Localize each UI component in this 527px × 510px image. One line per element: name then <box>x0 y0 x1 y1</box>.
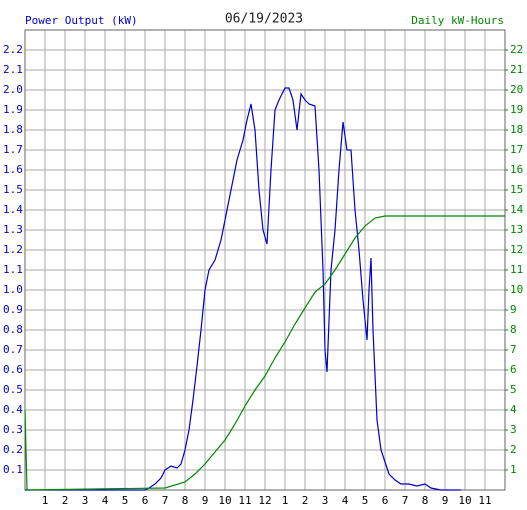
y2-tick-label: 5 <box>510 383 517 396</box>
y-tick-label: 0.8 <box>3 323 23 336</box>
y2-tick-label: 13 <box>510 223 523 236</box>
y-axis-label: Power Output (kW) <box>25 14 138 27</box>
x-tick-label: 11 <box>238 494 251 507</box>
y-tick-label: 2.1 <box>3 63 23 76</box>
y2-tick-label: 15 <box>510 183 523 196</box>
y2-axis-label: Daily kW-Hours <box>411 14 504 27</box>
x-tick-label: 5 <box>362 494 369 507</box>
y-tick-label: 0.2 <box>3 443 23 456</box>
series-line <box>24 215 505 491</box>
y2-tick-label: 14 <box>510 203 524 216</box>
y-tick-label: 1.0 <box>3 283 23 296</box>
y2-tick-label: 1 <box>510 463 517 476</box>
y2-tick-label: 8 <box>510 323 517 336</box>
y2-tick-label: 18 <box>510 123 523 136</box>
y-tick-label: 2.2 <box>3 43 23 56</box>
x-tick-label: 8 <box>422 494 429 507</box>
x-tick-label: 1 <box>42 494 49 507</box>
y-tick-label: 1.1 <box>3 263 23 276</box>
plot-frame <box>24 29 506 491</box>
y-tick-label: 1.8 <box>3 123 23 136</box>
y-tick-label: 1.3 <box>3 223 23 236</box>
y2-tick-label: 2 <box>510 443 517 456</box>
y2-tick-label: 19 <box>510 103 523 116</box>
y-tick-label: 1.2 <box>3 243 23 256</box>
y2-tick-label: 21 <box>510 63 523 76</box>
y-tick-label: 0.4 <box>3 403 23 416</box>
y2-tick-label: 3 <box>510 423 517 436</box>
y-tick-label: 0.1 <box>3 463 23 476</box>
y-tick-label: 1.4 <box>3 203 23 216</box>
x-tick-label: 10 <box>218 494 231 507</box>
y2-tick-label: 20 <box>510 83 523 96</box>
x-tick-label: 2 <box>302 494 309 507</box>
x-tick-label: 9 <box>202 494 209 507</box>
y2-tick-label: 16 <box>510 163 523 176</box>
x-tick-label: 7 <box>402 494 409 507</box>
y2-tick-label: 6 <box>510 363 517 376</box>
y-tick-label: 1.5 <box>3 183 23 196</box>
x-tick-label: 3 <box>322 494 329 507</box>
x-tick-label: 4 <box>102 494 109 507</box>
x-tick-label: 6 <box>142 494 149 507</box>
y-tick-label: 0.9 <box>3 303 23 316</box>
x-tick-label: 9 <box>442 494 449 507</box>
x-tick-label: 5 <box>122 494 129 507</box>
y-tick-label: 0.7 <box>3 343 23 356</box>
series-line <box>25 87 461 491</box>
x-tick-label: 6 <box>382 494 389 507</box>
y2-tick-label: 7 <box>510 343 517 356</box>
y2-tick-label: 9 <box>510 303 517 316</box>
y2-tick-label: 17 <box>510 143 523 156</box>
y2-tick-label: 22 <box>510 43 523 56</box>
y-tick-label: 1.7 <box>3 143 23 156</box>
y2-tick-label: 10 <box>510 283 523 296</box>
x-tick-label: 7 <box>162 494 169 507</box>
y-tick-label: 0.3 <box>3 423 23 436</box>
chart-title: 06/19/2023 <box>225 12 303 27</box>
y-tick-label: 1.9 <box>3 103 23 116</box>
y-tick-label: 1.6 <box>3 163 23 176</box>
x-tick-label: 1 <box>282 494 289 507</box>
x-tick-label: 2 <box>62 494 69 507</box>
x-tick-label: 8 <box>182 494 189 507</box>
y-tick-label: 0.5 <box>3 383 23 396</box>
x-tick-label: 4 <box>342 494 349 507</box>
x-tick-label: 11 <box>478 494 491 507</box>
x-tick-label: 12 <box>258 494 271 507</box>
x-tick-label: 10 <box>458 494 471 507</box>
y2-tick-label: 11 <box>510 263 523 276</box>
y2-tick-label: 12 <box>510 243 523 256</box>
y-tick-label: 2.0 <box>3 83 23 96</box>
x-tick-label: 3 <box>82 494 89 507</box>
y-tick-label: 0.6 <box>3 363 23 376</box>
y2-tick-label: 4 <box>510 403 517 416</box>
